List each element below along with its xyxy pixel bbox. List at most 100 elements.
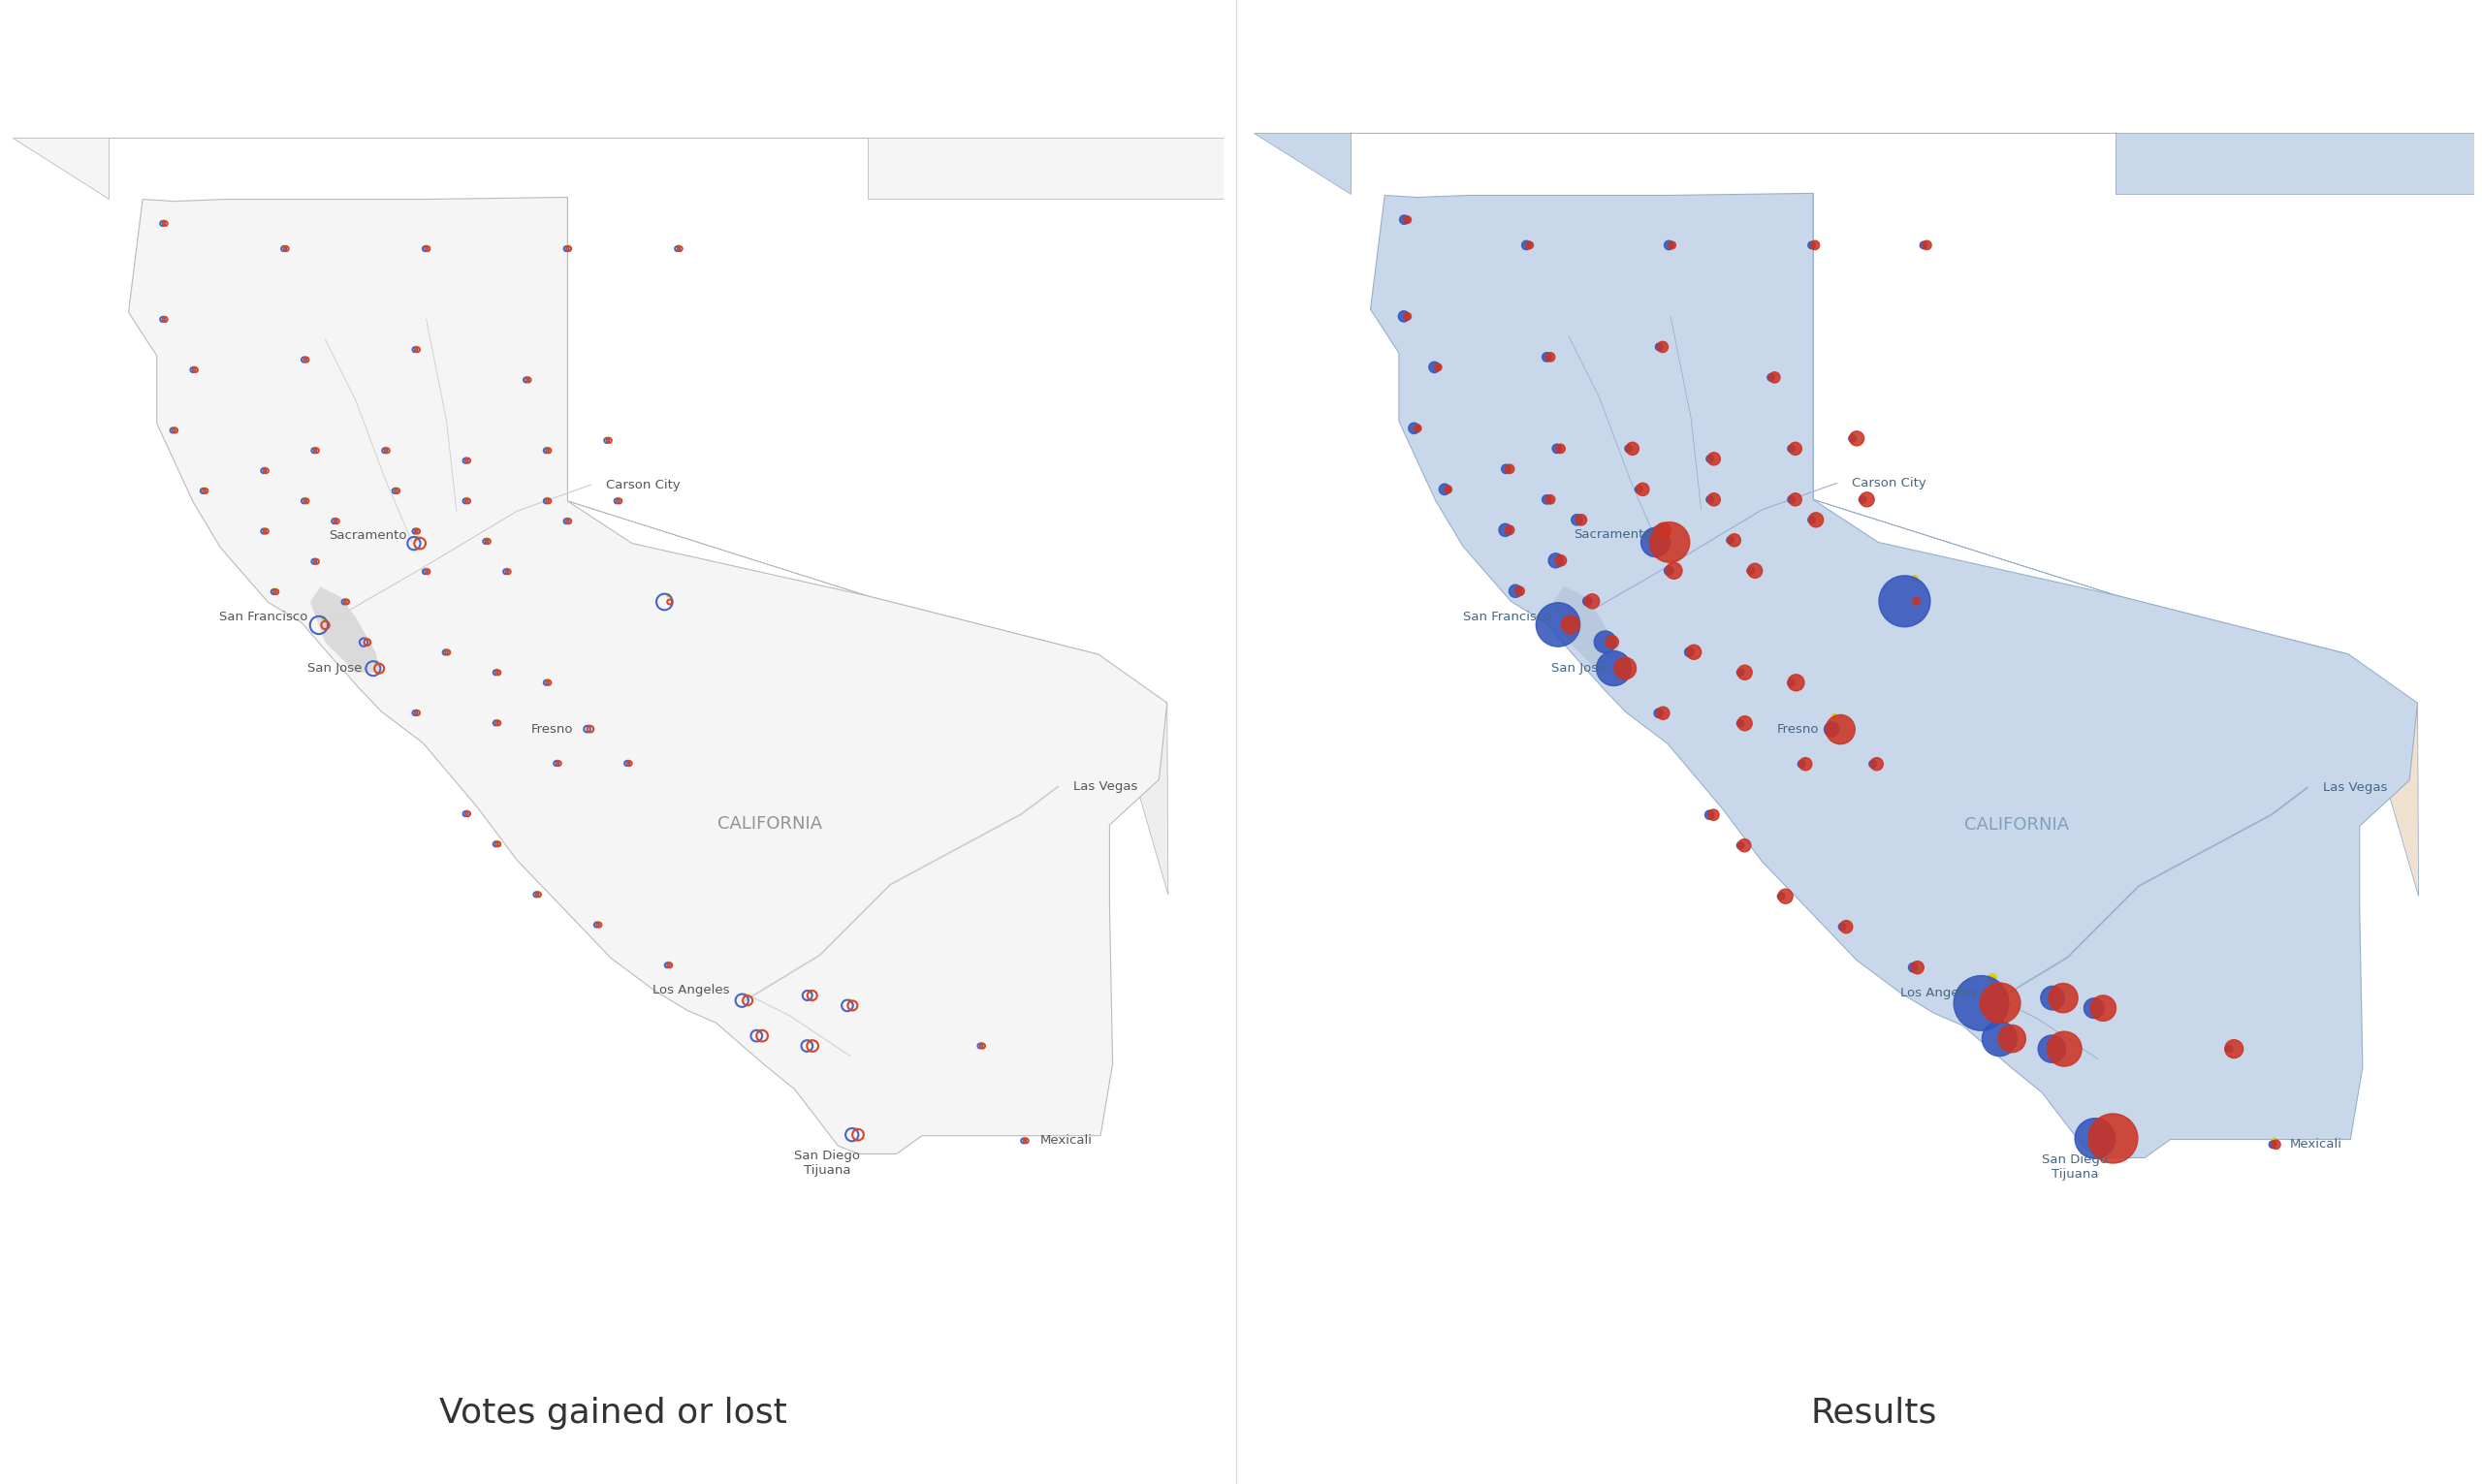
Circle shape	[1504, 464, 1514, 473]
Circle shape	[809, 1040, 812, 1043]
Circle shape	[496, 720, 499, 723]
Text: San Diego
Tijuana: San Diego Tijuana	[794, 1150, 861, 1177]
Text: Los Angeles: Los Angeles	[653, 984, 730, 997]
Circle shape	[1405, 313, 1412, 321]
Circle shape	[1596, 651, 1631, 686]
Circle shape	[1499, 524, 1512, 536]
Circle shape	[1807, 242, 1814, 249]
Circle shape	[1023, 1137, 1025, 1140]
Circle shape	[1859, 493, 1874, 508]
Circle shape	[596, 922, 598, 925]
Circle shape	[2085, 999, 2105, 1018]
Circle shape	[1832, 714, 1837, 718]
Circle shape	[1747, 567, 1755, 574]
Circle shape	[2090, 996, 2117, 1021]
Polygon shape	[1253, 134, 2475, 194]
Circle shape	[1981, 982, 2020, 1024]
Circle shape	[809, 990, 812, 993]
Circle shape	[1871, 758, 1884, 770]
Circle shape	[566, 245, 568, 248]
Text: Los Angeles: Los Angeles	[1899, 987, 1978, 999]
Circle shape	[1737, 665, 1752, 680]
Circle shape	[1658, 341, 1668, 352]
Circle shape	[2040, 987, 2065, 1011]
Circle shape	[1809, 512, 1824, 527]
Circle shape	[1839, 920, 1852, 933]
Circle shape	[1556, 444, 1566, 453]
Circle shape	[313, 558, 318, 561]
Circle shape	[1708, 809, 1720, 821]
Circle shape	[303, 356, 308, 359]
Circle shape	[1705, 810, 1715, 819]
Circle shape	[546, 497, 549, 500]
Circle shape	[263, 528, 266, 531]
Circle shape	[1641, 528, 1670, 556]
Circle shape	[668, 594, 670, 597]
Text: Mexicali: Mexicali	[2288, 1138, 2341, 1150]
Circle shape	[1705, 456, 1713, 463]
Circle shape	[313, 447, 318, 450]
Circle shape	[566, 518, 568, 521]
Circle shape	[1546, 353, 1554, 362]
Circle shape	[283, 245, 285, 248]
Circle shape	[2271, 1138, 2276, 1143]
Text: Fresno: Fresno	[531, 723, 573, 736]
Text: Carson City: Carson City	[1852, 476, 1926, 490]
Circle shape	[980, 1043, 983, 1045]
Circle shape	[1911, 962, 1924, 974]
Circle shape	[1953, 975, 2008, 1030]
Circle shape	[1551, 444, 1561, 453]
Circle shape	[1708, 453, 1720, 464]
Polygon shape	[1554, 586, 1626, 672]
Circle shape	[1737, 669, 1745, 677]
Circle shape	[1807, 516, 1814, 524]
Polygon shape	[310, 586, 380, 672]
Circle shape	[1827, 715, 1854, 743]
Circle shape	[345, 598, 347, 601]
Text: San Jose: San Jose	[308, 662, 362, 675]
Text: Sacramento: Sacramento	[1574, 528, 1651, 540]
Circle shape	[678, 245, 680, 248]
Circle shape	[1435, 364, 1442, 371]
Circle shape	[1727, 534, 1740, 546]
Circle shape	[1653, 525, 1663, 534]
Polygon shape	[12, 138, 1224, 199]
Circle shape	[2038, 1036, 2065, 1063]
Circle shape	[1849, 432, 1864, 445]
Text: Votes gained or lost: Votes gained or lost	[439, 1396, 787, 1429]
Circle shape	[1988, 974, 1996, 982]
Circle shape	[1787, 445, 1794, 453]
Circle shape	[1636, 485, 1643, 493]
Circle shape	[1859, 496, 1866, 503]
Circle shape	[1737, 841, 1745, 849]
Circle shape	[1653, 708, 1663, 718]
Circle shape	[273, 589, 276, 591]
Circle shape	[606, 438, 611, 439]
Circle shape	[1509, 585, 1521, 598]
Polygon shape	[568, 197, 1169, 895]
Text: San Francisco: San Francisco	[1462, 610, 1551, 623]
Text: San Diego
Tijuana: San Diego Tijuana	[2043, 1153, 2107, 1181]
Circle shape	[1405, 217, 1412, 224]
Circle shape	[1921, 242, 1926, 249]
Circle shape	[1685, 647, 1693, 657]
Circle shape	[1668, 242, 1675, 249]
Circle shape	[1665, 567, 1673, 576]
Circle shape	[1502, 464, 1512, 473]
Text: Las Vegas: Las Vegas	[1072, 781, 1137, 792]
Circle shape	[1665, 562, 1683, 579]
Circle shape	[1576, 515, 1586, 525]
Circle shape	[1747, 564, 1762, 579]
Circle shape	[1613, 657, 1636, 680]
Circle shape	[161, 220, 166, 223]
Circle shape	[854, 1128, 856, 1131]
Circle shape	[395, 488, 397, 490]
Circle shape	[1546, 496, 1554, 505]
Circle shape	[616, 497, 620, 500]
Circle shape	[1688, 644, 1700, 659]
Circle shape	[1541, 353, 1551, 362]
Circle shape	[1737, 720, 1745, 727]
Circle shape	[1787, 680, 1794, 686]
Circle shape	[1549, 554, 1564, 568]
Circle shape	[424, 245, 427, 248]
